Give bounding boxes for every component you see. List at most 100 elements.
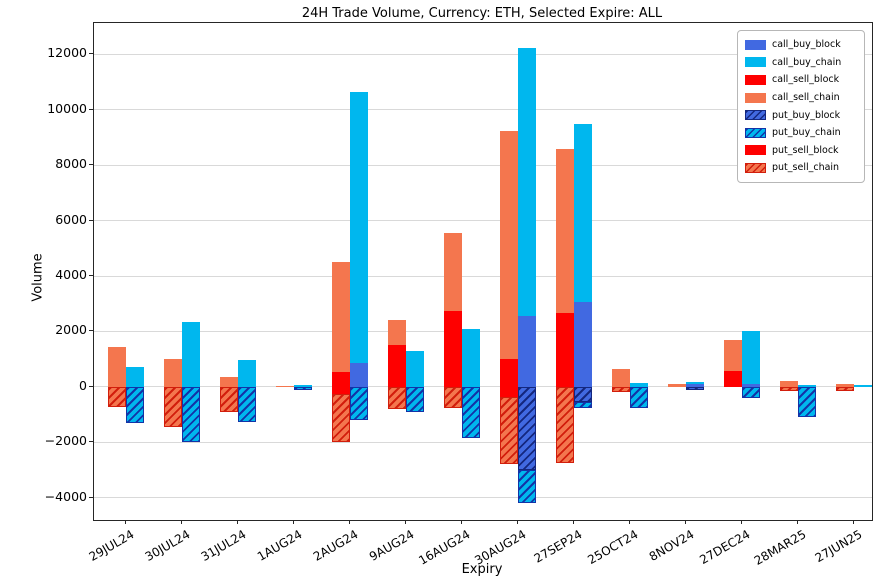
bar-segment-call_sell_block (556, 313, 574, 387)
bar-segment-call_buy_chain (406, 350, 424, 387)
y-tick-mark (89, 496, 93, 498)
legend-item: put_buy_block (745, 106, 857, 124)
bar-segment-call_sell_chain (556, 148, 574, 314)
legend-swatch-put_buy_block (745, 110, 766, 121)
bar-segment-put_buy_chain (294, 386, 312, 390)
bar-segment-call_buy_block (574, 302, 592, 387)
legend-label: call_sell_chain (772, 92, 840, 104)
bar-segment-call_buy_chain (238, 360, 256, 387)
x-tick-mark (741, 520, 742, 524)
legend-swatch-call_sell_chain (745, 92, 766, 103)
bar-segment-put_sell_chain (444, 386, 462, 408)
gridline (94, 275, 872, 277)
bar-segment-call_sell_chain (388, 320, 406, 346)
legend-item: put_buy_chain (745, 124, 857, 142)
legend-item: call_buy_chain (745, 54, 857, 72)
bar-segment-put_buy_chain (798, 386, 816, 418)
bar-segment-call_buy_chain (462, 328, 480, 387)
x-tick-mark (797, 520, 798, 524)
legend-item: put_sell_chain (745, 159, 857, 177)
y-tick-mark (89, 330, 93, 332)
legend-item: call_sell_chain (745, 89, 857, 107)
bar-segment-call_buy_chain (686, 382, 704, 384)
gridline (94, 330, 872, 332)
x-tick-mark (181, 520, 182, 524)
legend-swatch-call_buy_chain (745, 57, 766, 68)
x-tick-mark (237, 520, 238, 524)
bar-segment-put_buy_block (686, 386, 704, 391)
bar-segment-call_buy_block (350, 363, 368, 387)
bar-segment-call_sell_chain (108, 346, 126, 387)
y-tick-label: 10000 (47, 100, 87, 116)
bar-segment-call_buy_chain (182, 321, 200, 387)
gridline (94, 441, 872, 443)
bar-segment-call_sell_block (500, 359, 518, 387)
chart-title: 24H Trade Volume, Currency: ETH, Selecte… (301, 6, 663, 21)
bar-segment-put_sell_chain (220, 386, 238, 412)
y-tick-label: 6000 (55, 211, 87, 227)
gridline (94, 53, 872, 55)
x-tick-mark (293, 520, 294, 524)
bar-segment-call_sell_chain (836, 384, 854, 387)
legend-label: put_buy_block (772, 109, 841, 121)
x-axis-label: Expiry (461, 562, 503, 577)
y-tick-mark (89, 53, 93, 55)
y-tick-mark (89, 385, 93, 387)
bar-segment-put_buy_chain (350, 386, 368, 421)
bar-segment-put_sell_chain (164, 386, 182, 427)
bar-segment-put_sell_chain (108, 386, 126, 407)
bar-segment-call_sell_chain (444, 233, 462, 311)
legend-item: call_buy_block (745, 36, 857, 54)
x-tick-mark (573, 520, 574, 524)
bar-segment-call_sell_chain (332, 262, 350, 372)
bar-segment-put_buy_chain (406, 386, 424, 412)
bar-segment-put_sell_chain (332, 393, 350, 443)
x-tick-mark (629, 520, 630, 524)
gridline (94, 497, 872, 499)
bar-segment-put_buy_block (574, 386, 592, 402)
x-tick-mark (853, 520, 854, 524)
bar-segment-call_buy_chain (350, 91, 368, 364)
y-tick-label: 12000 (47, 45, 87, 61)
legend-swatch-put_sell_chain (745, 162, 766, 173)
bar-segment-put_buy_chain (126, 386, 144, 423)
legend-item: put_sell_block (745, 142, 857, 160)
legend-label: call_buy_block (772, 39, 841, 51)
bar-segment-put_sell_block (332, 386, 350, 394)
bar-segment-call_buy_block (518, 316, 536, 387)
bar-segment-put_buy_chain (462, 386, 480, 439)
legend-label: call_buy_chain (772, 56, 842, 68)
bar-segment-call_sell_chain (164, 359, 182, 387)
bar-segment-call_buy_chain (798, 385, 816, 387)
gridline (94, 164, 872, 166)
y-tick-label: −4000 (44, 488, 87, 504)
bar-segment-call_sell_block (332, 371, 350, 387)
bar-segment-call_buy_chain (294, 385, 312, 387)
bar-segment-call_sell_block (444, 310, 462, 387)
bar-segment-put_sell_chain (836, 386, 854, 391)
x-tick-mark (461, 520, 462, 524)
y-tick-label: 8000 (55, 156, 87, 172)
bar-segment-call_sell_chain (780, 381, 798, 387)
bar-segment-put_buy_chain (518, 469, 536, 504)
bar-segment-call_buy_chain (854, 384, 872, 387)
bar-segment-put_buy_chain (238, 386, 256, 422)
y-tick-label: 0 (79, 377, 87, 393)
bar-segment-call_buy_block (686, 384, 704, 387)
bar-segment-call_buy_chain (518, 47, 536, 317)
bar-segment-call_sell_chain (724, 339, 742, 371)
bar-segment-call_buy_chain (742, 331, 760, 384)
x-tick-mark (517, 520, 518, 524)
bar-segment-call_buy_chain (126, 366, 144, 387)
bar-segment-put_sell_chain (500, 397, 518, 465)
y-tick-mark (89, 164, 93, 166)
y-tick-label: −2000 (44, 433, 87, 449)
y-tick-mark (89, 275, 93, 276)
bar-segment-call_sell_chain (668, 384, 686, 387)
legend-item: call_sell_block (745, 71, 857, 89)
legend-swatch-call_buy_block (745, 39, 766, 50)
legend-label: put_sell_chain (772, 162, 840, 174)
x-tick-mark (685, 520, 686, 524)
bar-segment-put_sell_chain (612, 386, 630, 393)
